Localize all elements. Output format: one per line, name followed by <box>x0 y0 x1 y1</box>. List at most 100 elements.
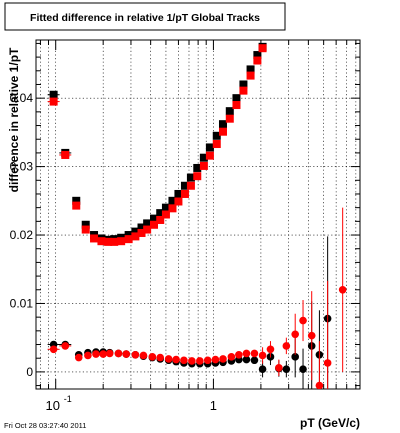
data-point-red-circle <box>164 355 173 363</box>
data-point-red-circle <box>323 359 332 367</box>
data-points <box>47 42 347 389</box>
data-point-red-square <box>117 237 126 246</box>
data-point-red-square <box>218 127 227 136</box>
data-point-red-square <box>90 234 99 243</box>
data-point-black-square <box>143 219 152 228</box>
data-point-red-circle <box>235 350 243 359</box>
data-point-red-circle <box>307 331 316 340</box>
data-point-black-square <box>212 131 221 140</box>
data-point-red-circle <box>196 357 204 365</box>
data-point-black-circle <box>250 356 259 365</box>
data-point-black-square <box>49 90 58 99</box>
data-point-red-circle <box>188 357 196 365</box>
data-point-black-circle <box>242 355 251 364</box>
data-point-black-square <box>232 94 241 103</box>
data-point-black-square <box>174 189 183 198</box>
data-point-red-circle <box>84 351 92 360</box>
data-point-red-square <box>49 97 58 106</box>
data-point-red-circle <box>338 285 347 294</box>
data-point-red-circle <box>172 355 180 364</box>
data-point-black-square <box>156 209 165 218</box>
y-tick-label: 0.02 <box>10 228 34 242</box>
data-point-red-circle <box>61 342 70 350</box>
data-point-red-square <box>161 210 170 219</box>
data-point-red-square <box>239 86 248 95</box>
data-point-red-circle <box>114 349 123 358</box>
data-point-red-square <box>72 201 81 210</box>
data-point-black-square <box>161 203 170 212</box>
data-point-red-square <box>143 225 152 234</box>
data-point-red-circle <box>242 349 251 358</box>
x-tick-label-exponent: -1 <box>64 394 72 404</box>
data-point-red-circle <box>227 353 236 361</box>
data-point-black-square <box>253 51 262 60</box>
data-point-red-square <box>156 215 165 224</box>
data-point-red-square <box>225 114 234 123</box>
data-point-red-square <box>258 44 267 53</box>
data-point-black-square <box>205 143 214 152</box>
chart-title: Fitted difference in relative 1/pT Globa… <box>30 12 260 24</box>
data-point-black-square <box>239 80 248 89</box>
data-point-red-square <box>180 189 189 198</box>
data-point-red-circle <box>92 350 100 358</box>
data-point-red-square <box>193 172 202 181</box>
data-point-black-square <box>225 107 234 116</box>
y-tick-label: 0 <box>26 365 33 379</box>
data-point-red-circle <box>258 351 267 360</box>
data-point-red-circle <box>148 353 157 361</box>
data-point-black-square <box>131 227 140 236</box>
data-point-black-circle <box>258 365 267 373</box>
data-point-black-square <box>168 196 177 205</box>
data-point-red-square <box>149 220 158 229</box>
data-point-red-square <box>61 150 70 159</box>
data-point-red-circle <box>203 356 212 365</box>
data-point-black-square <box>137 223 146 232</box>
axes: 0 0.01 0.02 0.03 0.04 10 -1 1 <box>10 40 360 413</box>
data-point-red-square <box>186 181 195 190</box>
x-tick-label: 1 <box>210 398 217 413</box>
data-point-red-square <box>232 101 241 110</box>
y-axis-label: difference in relative 1/pT <box>7 47 21 192</box>
data-point-red-circle <box>180 356 188 365</box>
data-point-black-square <box>199 153 208 162</box>
data-point-red-square <box>81 225 90 234</box>
data-point-black-square <box>149 214 158 223</box>
timestamp: Fri Oct 28 03:27:40 2011 <box>4 421 86 430</box>
y-tick-label: 0.01 <box>10 296 34 310</box>
data-point-red-circle <box>131 350 140 359</box>
data-point-red-circle <box>250 349 259 358</box>
data-point-black-square <box>186 173 195 182</box>
data-point-red-square <box>97 237 106 246</box>
data-point-red-circle <box>99 350 107 358</box>
data-point-red-square <box>168 204 177 213</box>
y-tick-label: 0.03 <box>10 160 34 174</box>
data-point-red-circle <box>282 342 291 350</box>
data-point-black-square <box>180 181 189 190</box>
data-point-red-circle <box>122 350 131 358</box>
data-point-black-square <box>81 220 90 229</box>
data-point-black-square <box>72 196 81 205</box>
data-point-red-square <box>110 237 119 246</box>
y-tick-label: 0.04 <box>10 91 34 105</box>
data-point-red-circle <box>299 316 307 325</box>
data-point-red-circle <box>219 355 227 363</box>
data-point-red-circle <box>105 349 114 358</box>
chart-title-box <box>4 2 286 31</box>
data-point-red-circle <box>156 353 165 362</box>
data-point-black-square <box>193 163 202 172</box>
data-point-black-circle <box>299 365 307 373</box>
data-point-red-square <box>137 228 146 237</box>
data-point-red-square <box>205 151 214 160</box>
data-point-black-square <box>246 65 255 74</box>
data-point-red-circle <box>275 363 283 372</box>
data-point-black-circle <box>282 365 291 373</box>
data-point-black-circle <box>291 353 299 361</box>
x-axis-label: pT (GeV/c) <box>300 416 360 430</box>
data-point-red-circle <box>74 353 83 362</box>
grid-lines <box>36 40 360 389</box>
data-point-red-square <box>174 197 183 206</box>
data-point-red-square <box>131 232 140 241</box>
data-point-red-square <box>124 235 133 244</box>
data-point-red-square <box>246 71 255 80</box>
